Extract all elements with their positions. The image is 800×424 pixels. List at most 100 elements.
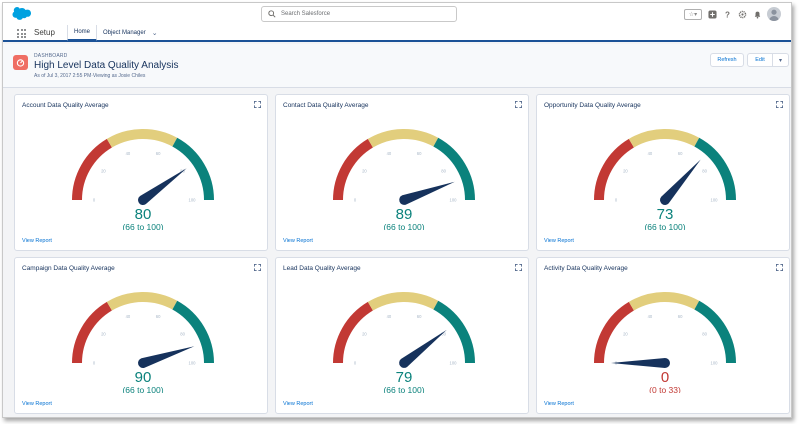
view-report-link[interactable]: View Report	[22, 401, 52, 407]
gauge-range: (66 to 100)	[122, 385, 163, 393]
avatar[interactable]	[767, 7, 781, 21]
gauge-tick-label: 40	[387, 151, 392, 156]
gauge-card: Opportunity Data Quality Average 0 20 40 60 8…	[536, 94, 790, 251]
gauge-card: Contact Data Quality Average 0 20 40 60 80 100…	[275, 94, 529, 251]
gauge-band-mid	[628, 129, 700, 148]
gauge-tick-label: 40	[126, 151, 131, 156]
gauge-tick-label: 80	[702, 169, 707, 174]
dashboard-type-label: DASHBOARD	[34, 53, 68, 59]
add-icon[interactable]	[707, 9, 717, 19]
gauge-band-high	[172, 300, 214, 364]
refresh-button[interactable]: Refresh	[710, 53, 744, 67]
gauge-needle	[399, 181, 455, 205]
gauge-tick-label: 60	[678, 151, 683, 156]
gauge-range: (66 to 100)	[383, 385, 424, 393]
gauge-tick-label: 100	[450, 198, 458, 203]
search-placeholder: Search Salesforce	[281, 11, 331, 17]
gauge-band-mid	[367, 129, 439, 148]
gauge-chart: 0 20 40 60 80 100 89(66 to 100)	[333, 129, 475, 230]
gauge-tick-label: 100	[711, 361, 719, 366]
app-launcher-icon[interactable]	[17, 29, 26, 38]
gauge-chart: 0 20 40 60 80 100 73(66 to 100)	[594, 129, 736, 230]
expand-icon[interactable]	[254, 264, 261, 271]
gauge-range: (66 to 100)	[644, 222, 685, 230]
search-icon	[268, 10, 276, 18]
gauge-tick-label: 100	[189, 198, 197, 203]
tab-home[interactable]: Home	[67, 25, 98, 41]
header-utility-icons: ☆▾ ?	[684, 7, 781, 21]
gauge-chart: 0 20 40 60 80 100 79(66 to 100)	[333, 292, 475, 393]
gauge-needle	[660, 159, 701, 205]
view-report-link[interactable]: View Report	[22, 238, 52, 244]
gauge-card: Campaign Data Quality Average 0 20 40 60 80 10…	[14, 257, 268, 414]
gauge-chart: 0 20 40 60 80 100 90(66 to 100)	[72, 292, 214, 393]
gauge-tick-label: 40	[648, 314, 653, 319]
svg-text:?: ?	[725, 10, 730, 18]
expand-icon[interactable]	[776, 264, 783, 271]
gauge-band-low	[594, 138, 635, 201]
gauge-value: 79	[396, 369, 413, 386]
gauge-card: Lead Data Quality Average 0 20 40 60 80 100 79(…	[275, 257, 529, 414]
gauge-tick-label: 20	[101, 169, 106, 174]
card-title: Account Data Quality Average	[22, 102, 109, 109]
salesforce-cloud-logo[interactable]	[11, 7, 31, 21]
gauge-tick-label: 60	[417, 151, 422, 156]
gauge-tick-label: 0	[93, 198, 96, 203]
gauge-value: 80	[135, 206, 152, 223]
gauge-band-low	[594, 301, 635, 364]
dashboard-subtitle: As of Jul 3, 2017 2:55 PM·Viewing as Jos…	[34, 73, 146, 79]
gauge-tick-label: 0	[354, 361, 357, 366]
help-icon[interactable]: ?	[722, 9, 732, 19]
gauge-tick-label: 0	[93, 361, 96, 366]
card-title: Opportunity Data Quality Average	[544, 102, 641, 109]
gauge-band-low	[72, 301, 113, 364]
expand-icon[interactable]	[254, 101, 261, 108]
more-actions-button[interactable]: ▾	[773, 53, 789, 67]
global-header: Search Salesforce ☆▾ ?	[3, 3, 791, 25]
bell-icon[interactable]	[752, 9, 762, 19]
gauge-band-mid	[628, 292, 700, 311]
tab-home-label: Home	[74, 29, 91, 35]
gauge-tick-label: 60	[417, 314, 422, 319]
gauge-band-high	[433, 300, 475, 364]
expand-icon[interactable]	[776, 101, 783, 108]
gauge-tick-label: 0	[615, 198, 618, 203]
global-search-input[interactable]: Search Salesforce	[261, 6, 457, 22]
gauge-value: 0	[661, 369, 669, 386]
gear-icon[interactable]	[737, 9, 747, 19]
view-report-link[interactable]: View Report	[283, 401, 313, 407]
view-report-link[interactable]: View Report	[544, 401, 574, 407]
card-title: Contact Data Quality Average	[283, 102, 369, 109]
app-nav-bar: Setup Home Object Manager ⌄	[3, 25, 791, 42]
dashboard-icon	[13, 55, 28, 70]
dashboard-grid: Account Data Quality Average 0 20 40 60 80 100…	[14, 94, 790, 414]
edit-button[interactable]: Edit	[747, 53, 773, 67]
gauge-needle	[399, 329, 447, 368]
gauge-card: Account Data Quality Average 0 20 40 60 80 100…	[14, 94, 268, 251]
gauge-chart: 0204060801000(0 to 33)	[594, 292, 736, 393]
gauge-tick-label: 80	[441, 169, 446, 174]
gauge-needle	[137, 346, 195, 369]
gauge-tick-label: 100	[450, 361, 458, 366]
gauge-tick-label: 60	[156, 151, 161, 156]
view-report-link[interactable]: View Report	[544, 238, 574, 244]
tab-object-manager-label: Object Manager	[103, 30, 146, 36]
gauge-tick-label: 20	[362, 332, 367, 337]
gauge-tick-label: 40	[648, 151, 653, 156]
chevron-down-icon[interactable]: ⌄	[151, 30, 158, 37]
tab-object-manager[interactable]: Object Manager ⌄	[99, 25, 162, 41]
gauge-band-mid	[106, 129, 178, 148]
dashboard-title: High Level Data Quality Analysis	[34, 60, 179, 71]
view-report-link[interactable]: View Report	[283, 238, 313, 244]
gauge-tick-label: 80	[441, 332, 446, 337]
gauge-tick-label: 20	[623, 332, 628, 337]
app-window: Search Salesforce ☆▾ ? Setup	[2, 2, 792, 418]
expand-icon[interactable]	[515, 264, 522, 271]
gauge-tick-label: 60	[678, 314, 683, 319]
gauge-chart: 02040608010080(66 to 100)	[72, 129, 214, 230]
expand-icon[interactable]	[515, 101, 522, 108]
card-title: Activity Data Quality Average	[544, 265, 628, 272]
favorites-icon[interactable]: ☆▾	[684, 8, 702, 20]
gauge-tick-label: 60	[156, 314, 161, 319]
card-title: Lead Data Quality Average	[283, 265, 361, 272]
